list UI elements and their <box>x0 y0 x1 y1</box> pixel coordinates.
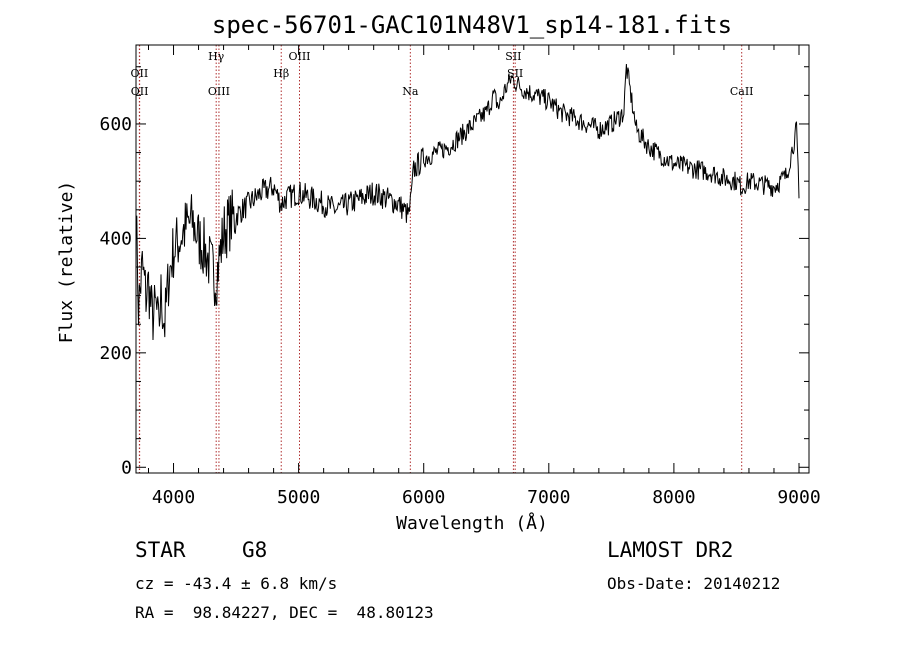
chart-title: spec-56701-GAC101N48V1_sp14-181.fits <box>212 11 732 39</box>
x-tick-label: 9000 <box>777 487 820 508</box>
obs-date-text: Obs-Date: 20140212 <box>607 574 781 593</box>
x-tick-label: 8000 <box>652 487 695 508</box>
axis-tick-labels: 4000 5000 6000 7000 8000 9000 0 200 400 600 <box>99 114 820 508</box>
x-axis-label: Wavelength (Å) <box>396 512 548 534</box>
axis-ticks <box>136 45 809 473</box>
y-axis-label: Flux (relative) <box>56 181 77 344</box>
spectral-line-label: OII <box>131 85 149 98</box>
spectral-line-label: Na <box>402 85 419 98</box>
spectral-line-markers <box>138 45 743 473</box>
spectrum-line <box>135 63 800 341</box>
survey-name: LAMOST DR2 <box>607 538 734 562</box>
spectral-line-label: Hγ <box>208 50 225 63</box>
x-tick-label: 7000 <box>527 487 570 508</box>
object-class: STAR <box>135 538 186 562</box>
spectral-line-label: CaII <box>730 85 754 98</box>
object-subclass: G8 <box>242 538 268 562</box>
y-tick-label: 0 <box>121 457 132 478</box>
x-tick-label: 4000 <box>152 487 195 508</box>
y-tick-label: 400 <box>99 228 132 249</box>
spectral-line-label: OII <box>131 67 149 80</box>
plot-frame <box>135 44 810 474</box>
spectral-line-label: Hβ <box>273 67 289 80</box>
y-tick-label: 600 <box>99 114 132 135</box>
x-tick-label: 6000 <box>402 487 445 508</box>
redshift-text: cz = -43.4 ± 6.8 km/s <box>135 574 338 593</box>
coordinates-text: RA = 98.84227, DEC = 48.80123 <box>135 603 434 622</box>
spectral-line-label: OIII <box>208 85 230 98</box>
spectral-line-label: OIII <box>288 50 310 63</box>
spectral-line-label: SII <box>505 50 521 63</box>
y-tick-label: 200 <box>99 343 132 364</box>
x-tick-label: 5000 <box>277 487 320 508</box>
